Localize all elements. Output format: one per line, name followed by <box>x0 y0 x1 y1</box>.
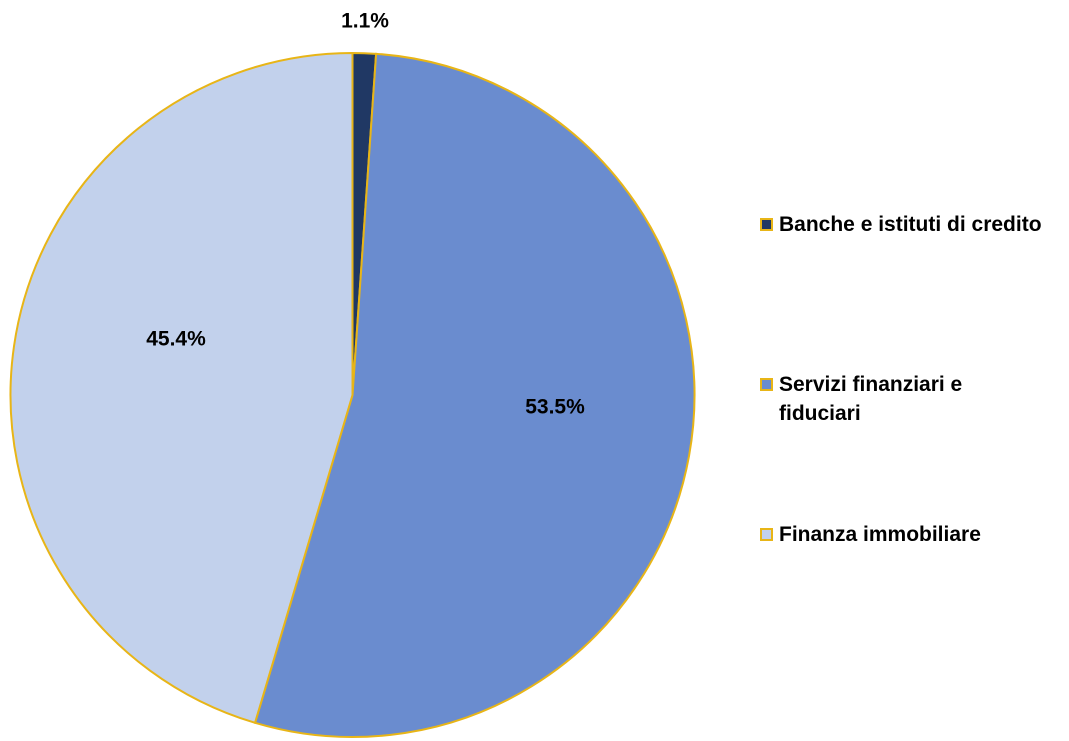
legend-label: Finanza immobiliare <box>779 523 981 546</box>
data-label: 1.1% <box>341 10 389 33</box>
pie-slice <box>253 52 696 738</box>
legend-swatch <box>760 218 773 231</box>
legend-item: Finanza immobiliare <box>760 520 1050 549</box>
pie-slice <box>9 51 354 725</box>
legend-label: Servizi finanziari e fiduciari <box>779 373 963 425</box>
data-label: 53.5% <box>525 396 585 419</box>
legend-item: Banche e istituti di credito <box>760 210 1050 239</box>
legend-swatch <box>760 378 773 391</box>
data-label: 45.4% <box>146 328 206 351</box>
legend-item: Servizi finanziari e fiduciari <box>760 370 1050 428</box>
legend-swatch <box>760 528 773 541</box>
legend-label: Banche e istituti di credito <box>779 213 1042 236</box>
